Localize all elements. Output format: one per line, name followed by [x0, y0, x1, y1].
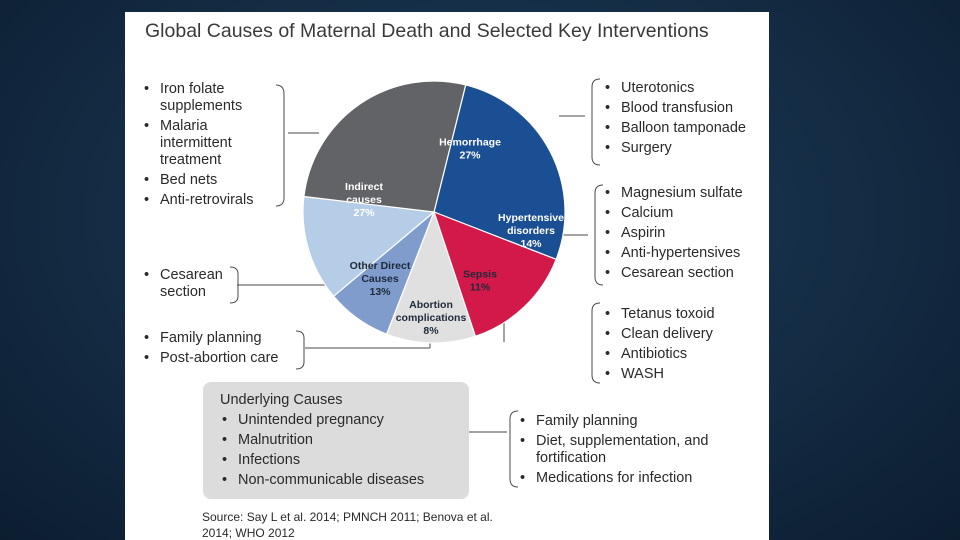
chart-title: Global Causes of Maternal Death and Sele… [145, 20, 709, 42]
intervention-item: Magnesium sulfate [603, 185, 763, 202]
bracket-other-direct [229, 266, 239, 304]
slice-value-label: 8% [423, 325, 439, 337]
underlying-cause-item: Non-communicable diseases [220, 472, 465, 489]
intervention-item: Bed nets [142, 172, 282, 189]
slice-name-label: Hemorrhage [439, 137, 501, 149]
pie-slice-hemorrhage [433, 84, 566, 261]
slice-name-label: Abortion [409, 299, 453, 311]
other-direct-interventions: Cesarean section [142, 267, 232, 304]
pie-labels: Hemorrhage27%Hypertensivedisorders14%Sep… [345, 137, 564, 338]
pie-slice-indirect-causes [303, 80, 467, 213]
pie-slice-hypertensive-disorders [433, 210, 557, 338]
underlying-causes-list: Unintended pregnancy Malnutrition Infect… [220, 412, 465, 492]
underlying-cause-item: Infections [220, 452, 465, 469]
intervention-item: Family planning [142, 330, 302, 347]
intervention-item: Balloon tamponade [603, 120, 763, 137]
intervention-item: Cesarean section [603, 265, 763, 282]
bracket-hemorrhage [591, 78, 601, 166]
slice-name-label: disorders [507, 225, 555, 237]
intervention-item: Medications for infection [518, 470, 718, 487]
intervention-item: Cesarean section [142, 267, 232, 301]
slice-name-label: causes [346, 194, 382, 206]
underlying-cause-item: Malnutrition [220, 432, 465, 449]
bracket-underlying [509, 410, 519, 488]
hypertensive-interventions: Magnesium sulfate Calcium Aspirin Anti-h… [603, 185, 763, 285]
hemorrhage-interventions: Uterotonics Blood transfusion Balloon ta… [603, 80, 763, 160]
abortion-interventions: Family planning Post-abortion care [142, 330, 302, 370]
intervention-item: Anti-retrovirals [142, 192, 282, 209]
pie-slices [302, 80, 566, 344]
underlying-causes-box: Underlying Causes Unintended pregnancy M… [203, 382, 469, 499]
indirect-interventions: Iron folate supplements Malaria intermit… [142, 81, 282, 212]
intervention-item: Post-abortion care [142, 350, 302, 367]
intervention-item: WASH [603, 366, 763, 383]
intervention-item: Uterotonics [603, 80, 763, 97]
pie-slice-other-direct-causes [302, 195, 436, 298]
sepsis-interventions: Tetanus toxoid Clean delivery Antibiotic… [603, 306, 763, 386]
intervention-item: Diet, supplementation, and fortification [518, 433, 718, 467]
intervention-item: Antibiotics [603, 346, 763, 363]
underlying-interventions: Family planning Diet, supplementation, a… [518, 413, 718, 490]
intervention-item: Anti-hypertensives [603, 245, 763, 262]
slice-name-label: Sepsis [463, 269, 497, 281]
slice-name-label: Indirect [345, 181, 383, 193]
slice-value-label: 27% [353, 207, 375, 219]
bracket-sepsis [591, 302, 601, 384]
pie-slice-sepsis [385, 210, 477, 344]
underlying-cause-item: Unintended pregnancy [220, 412, 465, 429]
intervention-item: Clean delivery [603, 326, 763, 343]
intervention-item: Tetanus toxoid [603, 306, 763, 323]
slice-value-label: 14% [520, 238, 542, 250]
slice-value-label: 27% [459, 150, 481, 162]
slice-value-label: 11% [470, 282, 491, 294]
slice-value-label: 13% [369, 286, 391, 298]
intervention-item: Blood transfusion [603, 100, 763, 117]
intervention-item: Surgery [603, 140, 763, 157]
intervention-item: Calcium [603, 205, 763, 222]
intervention-item: Aspirin [603, 225, 763, 242]
underlying-causes-title: Underlying Causes [220, 392, 343, 408]
pie-chart: Hemorrhage27%Hypertensivedisorders14%Sep… [237, 80, 588, 433]
bracket-hypertensive [594, 184, 604, 286]
intervention-item: Malaria intermittent treatment [142, 118, 282, 169]
slice-name-label: Other Direct [350, 260, 411, 272]
slice-name-label: complications [396, 312, 467, 324]
slice-name-label: Hypertensive [498, 212, 564, 224]
source-citation: Source: Say L et al. 2014; PMNCH 2011; B… [202, 510, 493, 540]
intervention-item: Family planning [518, 413, 718, 430]
intervention-item: Iron folate supplements [142, 81, 282, 115]
figure-panel: Global Causes of Maternal Death and Sele… [125, 12, 769, 540]
slice-name-label: Causes [361, 273, 399, 285]
